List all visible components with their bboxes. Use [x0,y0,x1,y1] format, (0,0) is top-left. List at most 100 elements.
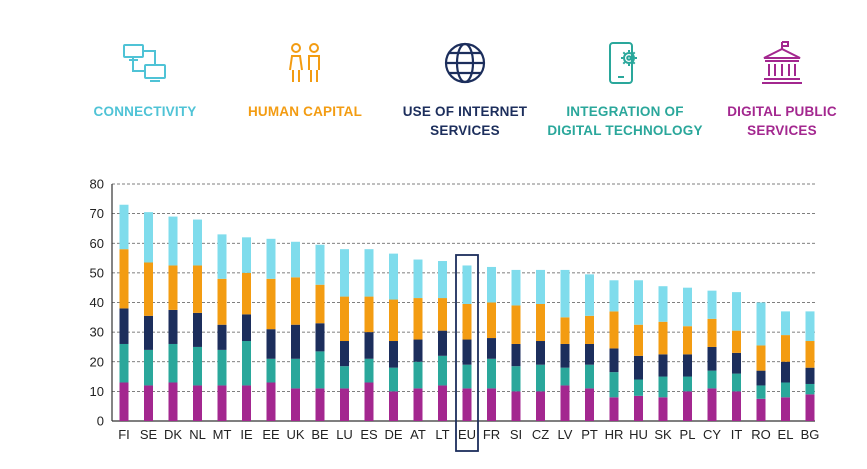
bar-segment-hu [634,379,643,396]
bar-segment-be [315,323,325,352]
bar-segment-hr [609,348,619,373]
bar-segment-mt [217,385,227,421]
x-tick-label: PT [581,427,598,442]
bar-segment-ro [756,385,766,399]
bar-segment-cz [536,364,545,392]
bar-segment-cz [536,341,545,365]
bar-segment-lt [438,330,447,356]
bar-segment-mt [217,278,227,325]
bar-segment-pt [585,388,594,421]
x-tick-label: BG [801,427,820,442]
bar-segment-mt [217,324,227,350]
bar-segment-es [364,296,374,333]
bar-segment-hu [634,355,643,380]
bar-segment-el [781,397,790,421]
x-axis: FI SE DK NL MT IE EE UK BE LU ES DE AT LT EU FR SI CZ LV PT… [118,254,820,452]
bar-segment-at [413,361,423,389]
bar-segment-lu [340,249,349,297]
eu-highlight-box [455,254,479,452]
bar-segment-eu [462,303,472,340]
people-icon [289,43,320,82]
y-tick-label: 0 [97,414,104,429]
legend-label-connectivity: CONNECTIVITY [93,104,197,119]
y-tick-label: 80 [90,177,104,192]
x-tick-label: SK [654,427,672,442]
legend-label-digital-tech: INTEGRATION OF DIGITAL TECHNOLOGY [547,104,703,138]
bars [119,204,815,421]
x-tick-label: MT [213,427,232,442]
bar-segment-nl [193,312,202,347]
y-tick-label: 30 [90,325,104,340]
bar-segment-lu [340,341,349,367]
bar-segment-bg [805,383,815,395]
x-tick-label: FI [118,427,130,442]
bar-segment-bg [805,311,815,342]
bar-segment-eu [462,339,472,365]
x-tick-label: EU [458,427,476,442]
bar-segment-mt [217,349,227,386]
bar-segment-cz [536,303,545,342]
bar-segment-ee [266,382,276,421]
legend: CONNECTIVITY HUMAN CAPITAL USE OF INTERN… [0,0,867,150]
bar-segment-cz [536,269,545,304]
bar-segment-pt [585,364,594,389]
bar-segment-fr [487,266,496,303]
bar-segment-cy [707,318,717,347]
x-tick-label: LU [336,427,353,442]
bar-segment-lt [438,261,447,299]
y-tick-label: 20 [90,354,104,369]
bar-segment-lv [560,367,570,386]
bar-segment-es [364,332,374,359]
bar-segment-sk [658,321,668,355]
legend-label-internet-services: USE OF INTERNET SERVICES [402,104,528,138]
government-building-icon [762,41,802,84]
x-tick-label: SE [140,427,158,442]
smartphone-gear-icon [609,42,637,84]
bar-segment-be [315,351,325,389]
bar-segment-ro [756,302,766,346]
bar-segment-pl [683,326,692,355]
bar-segment-fi [119,204,129,250]
bar-segment-eu [462,388,472,421]
bar-segment-fi [119,343,129,383]
bar-segment-hr [609,311,619,349]
bar-segment-se [144,212,153,263]
legend-label-public-services: DIGITAL PUBLIC SERVICES [727,104,837,138]
bar-segment-lt [438,385,447,421]
bar-segment-lv [560,269,570,318]
bar-segment-es [364,249,374,297]
bar-segment-lt [438,355,447,386]
legend-item-internet-services: USE OF INTERNET SERVICES [395,40,535,140]
y-tick-label: 50 [90,265,104,280]
bar-segment-fr [487,302,496,339]
bar-segment-lv [560,343,570,368]
bar-segment-ie [242,341,251,386]
bar-segment-de [389,253,398,300]
bar-segment-pt [585,315,594,344]
x-tick-label: EL [778,427,794,442]
bar-segment-pl [683,376,692,392]
bar-segment-de [389,391,398,421]
legend-item-public-services: DIGITAL PUBLIC SERVICES [712,40,852,140]
bar-segment-at [413,388,423,421]
bar-segment-sk [658,397,668,421]
bar-segment-lv [560,385,570,421]
x-tick-label: SI [510,427,522,442]
bar-segment-cz [536,391,545,421]
bar-segment-ie [242,237,251,273]
bar-segment-pt [585,343,594,365]
bar-segment-se [144,349,153,386]
y-tick-label: 40 [90,295,104,310]
bar-segment-el [781,335,790,362]
bar-segment-at [413,259,423,299]
bar-segment-hu [634,280,643,325]
bar-segment-de [389,341,398,368]
x-tick-label: IE [240,427,253,442]
bar-segment-bg [805,394,815,421]
x-tick-label: DK [164,427,182,442]
legend-item-connectivity: CONNECTIVITY [80,40,210,121]
bar-segment-lt [438,298,447,331]
bar-segment-sk [658,286,668,322]
bar-segment-si [511,391,521,421]
